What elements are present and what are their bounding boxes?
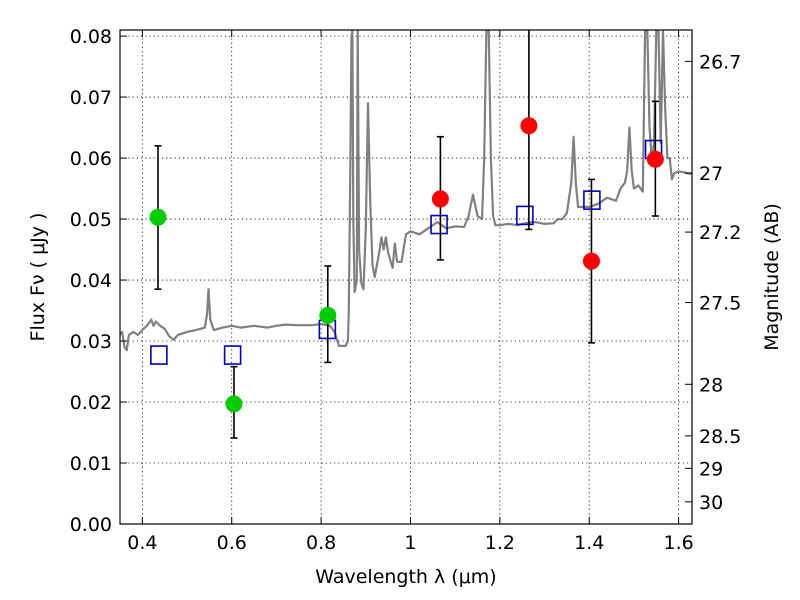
model-flux-marker — [516, 205, 534, 226]
observed-flux-point — [431, 190, 449, 208]
y2-tick-label: 27 — [699, 163, 723, 185]
y2-tick-label: 30 — [699, 492, 723, 514]
plot-frame — [119, 29, 693, 525]
observed-flux-point — [520, 117, 538, 135]
y2-tick-label: 27.5 — [699, 293, 741, 315]
y2-tick-label: 28 — [699, 374, 723, 396]
x-tick-label: 1.4 — [574, 532, 604, 554]
observed-flux-point — [149, 208, 167, 226]
y2-tick-label: 27.2 — [699, 222, 741, 244]
y-tick-label: 0.04 — [70, 270, 112, 292]
model-flux-marker — [223, 345, 242, 365]
spectrum-line — [120, 30, 692, 352]
y-tick-label: 0.01 — [70, 453, 112, 475]
y-tick-label: 0.07 — [70, 87, 112, 109]
model-flux-marker — [430, 214, 448, 235]
plot-background — [120, 30, 692, 524]
observed-flux-point — [646, 150, 664, 168]
y-axis-label: Flux Fν ( μJy ) — [27, 213, 49, 342]
series-group — [120, 30, 692, 439]
y-tick-label: 0.02 — [70, 392, 112, 414]
x-tick-label: 0.4 — [127, 532, 157, 554]
observed-flux-point — [319, 306, 337, 324]
model-flux-marker — [150, 345, 168, 365]
y2-tick-label: 26.7 — [699, 51, 741, 73]
x-tick-label: 1 — [404, 532, 416, 554]
y2-axis-label: Magnitude (AB) — [761, 203, 783, 351]
x-tick-label: 0.8 — [306, 532, 336, 554]
observed-flux-point — [582, 252, 600, 270]
x-axis: 0.4 0.6 0.8 1 1.2 1.4 1.6 — [127, 30, 694, 554]
x-axis-label: Wavelength λ (μm) — [315, 566, 496, 588]
observed-flux-point — [225, 395, 243, 413]
y-tick-label: 0.00 — [70, 514, 112, 536]
y2-axis: 26.7 27 27.2 27.5 28 28.5 29 30 — [685, 51, 741, 514]
x-tick-label: 0.6 — [217, 532, 247, 554]
y-axis: 0.00 0.01 0.02 0.03 0.04 0.05 0.06 0.07 0.08 — [70, 26, 127, 536]
y2-tick-label: 28.5 — [699, 426, 741, 448]
plot-area — [120, 30, 692, 439]
y-tick-label: 0.08 — [70, 26, 112, 48]
y-tick-label: 0.05 — [70, 209, 112, 231]
x-tick-label: 1.2 — [485, 532, 515, 554]
y-tick-label: 0.06 — [70, 148, 112, 170]
y2-tick-label: 29 — [699, 458, 723, 480]
y-tick-label: 0.03 — [70, 331, 112, 353]
x-tick-label: 1.6 — [663, 532, 693, 554]
